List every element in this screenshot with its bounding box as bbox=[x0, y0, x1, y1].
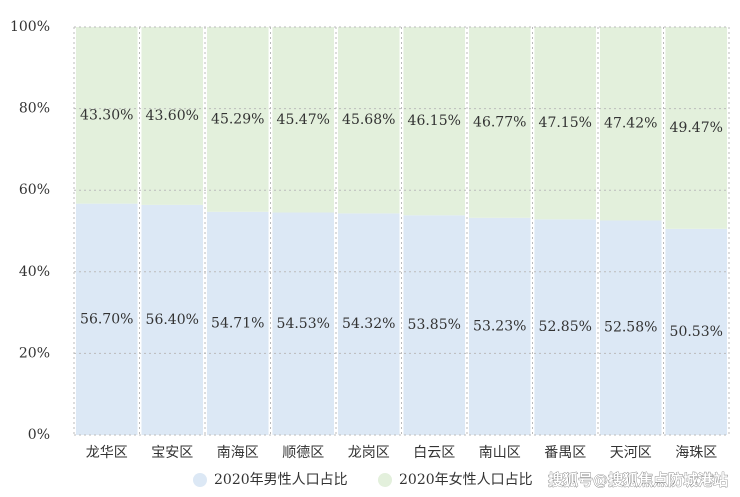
data-label: 56.40% bbox=[146, 312, 199, 328]
data-label: 56.70% bbox=[80, 311, 133, 327]
legend-marker bbox=[378, 473, 392, 487]
y-tick-label: 0% bbox=[28, 427, 50, 443]
y-tick-label: 40% bbox=[19, 264, 50, 280]
x-tick-label: 海珠区 bbox=[675, 445, 717, 461]
x-tick-label: 番禺区 bbox=[544, 445, 586, 461]
x-tick-label: 龙岗区 bbox=[348, 445, 390, 461]
data-label: 43.30% bbox=[80, 107, 133, 123]
bar-segment bbox=[75, 27, 138, 204]
bar-segment bbox=[403, 215, 466, 435]
bar-segment bbox=[337, 27, 400, 214]
data-label: 46.77% bbox=[473, 114, 526, 130]
data-label: 53.23% bbox=[473, 318, 526, 334]
bar-segment bbox=[468, 217, 531, 435]
data-label: 52.85% bbox=[539, 319, 592, 335]
bar-segment bbox=[468, 27, 531, 218]
bar-segment bbox=[665, 27, 728, 229]
y-tick-label: 20% bbox=[19, 345, 50, 361]
bar-segment bbox=[272, 27, 335, 213]
bar-segment bbox=[141, 204, 204, 435]
data-label: 45.29% bbox=[211, 111, 264, 127]
data-label: 52.58% bbox=[604, 320, 657, 336]
data-label: 50.53% bbox=[670, 324, 723, 340]
bar-segment bbox=[403, 27, 466, 216]
data-label: 54.53% bbox=[277, 316, 330, 332]
y-tick-label: 100% bbox=[10, 19, 50, 35]
data-label: 45.47% bbox=[277, 112, 330, 128]
x-tick-label: 顺德区 bbox=[282, 445, 324, 461]
x-tick-label: 白云区 bbox=[413, 445, 455, 461]
y-tick-label: 80% bbox=[19, 101, 50, 117]
legend-label: 2020年男性人口占比 bbox=[214, 472, 348, 488]
data-label: 47.42% bbox=[604, 116, 657, 132]
bar-segment bbox=[206, 211, 269, 435]
bar-segment bbox=[75, 203, 138, 435]
bar-segment bbox=[141, 27, 204, 205]
bar-segment bbox=[534, 27, 597, 220]
legend-marker bbox=[193, 473, 207, 487]
data-label: 49.47% bbox=[670, 120, 723, 136]
x-tick-label: 龙华区 bbox=[86, 445, 128, 461]
data-label: 45.68% bbox=[342, 112, 395, 128]
data-label: 47.15% bbox=[539, 115, 592, 131]
bar-segment bbox=[599, 27, 662, 221]
data-label: 54.32% bbox=[342, 316, 395, 332]
y-tick-label: 60% bbox=[19, 182, 50, 198]
legend-label: 2020年女性人口占比 bbox=[399, 471, 533, 488]
bar-segment bbox=[665, 228, 728, 435]
data-label: 53.85% bbox=[408, 317, 461, 333]
data-label: 54.71% bbox=[211, 315, 264, 331]
bar-segment bbox=[337, 213, 400, 435]
x-tick-label: 南海区 bbox=[217, 445, 259, 461]
bar-segment bbox=[206, 27, 269, 212]
data-label: 46.15% bbox=[408, 113, 461, 129]
bar-segment bbox=[272, 212, 335, 435]
watermark: 搜狐号@搜狐焦点防城港站 bbox=[548, 471, 728, 489]
data-label: 43.60% bbox=[146, 108, 199, 124]
x-tick-label: 天河区 bbox=[610, 445, 652, 461]
x-tick-label: 南山区 bbox=[479, 445, 521, 461]
x-tick-label: 宝安区 bbox=[151, 445, 193, 461]
bar-segment bbox=[534, 219, 597, 435]
bar-segment bbox=[599, 220, 662, 435]
